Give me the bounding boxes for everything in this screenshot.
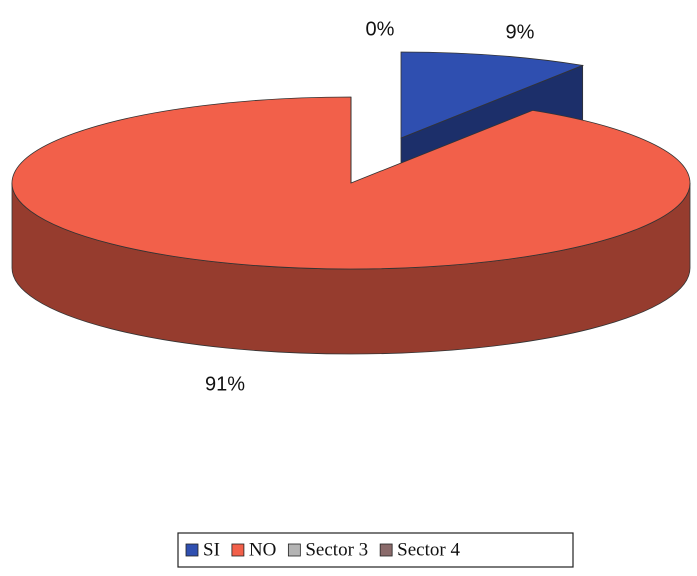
legend: SI NO Sector 3 Sector 4: [185, 539, 460, 560]
slice-top: [400, 51, 585, 139]
legend-label: NO: [249, 539, 276, 560]
legend-label: Sector 4: [397, 539, 460, 560]
pie: [11, 51, 691, 355]
legend-swatch: [231, 543, 245, 557]
legend-label: SI: [203, 539, 220, 560]
legend-label: Sector 3: [305, 539, 368, 560]
legend-swatch: [185, 543, 199, 557]
data-label: 9%: [506, 21, 535, 43]
legend-swatch: [379, 543, 393, 557]
data-labels: 9% 91% 0%: [205, 18, 535, 395]
data-label: 91%: [205, 373, 245, 395]
legend-swatch: [287, 543, 301, 557]
data-label: 0%: [366, 18, 395, 40]
